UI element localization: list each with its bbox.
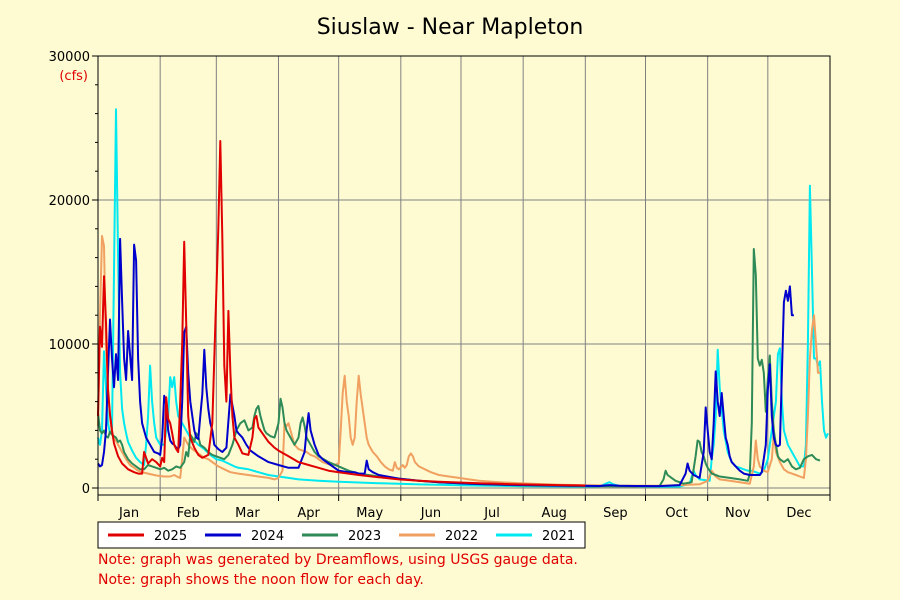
x-tick-label: Apr xyxy=(297,506,320,521)
y-tick-label: 20000 xyxy=(49,194,90,209)
y-tick-label: 0 xyxy=(82,482,90,497)
legend-label-2024: 2024 xyxy=(251,529,284,544)
y-tick-label: 10000 xyxy=(49,338,90,353)
plot-border xyxy=(97,55,831,496)
series-line-2021 xyxy=(97,108,829,488)
chart-title: Siuslaw - Near Mapleton xyxy=(317,15,584,40)
x-tick-label: Jan xyxy=(118,506,139,521)
x-tick-label: Aug xyxy=(542,506,567,521)
y-unit-label: (cfs) xyxy=(59,69,88,84)
x-tick-label: Jun xyxy=(420,506,441,521)
x-tick-label: Jul xyxy=(483,506,500,521)
legend-label-2021: 2021 xyxy=(542,529,575,544)
plot-area xyxy=(98,56,830,495)
x-tick-label: Feb xyxy=(177,506,200,521)
series-layer xyxy=(97,108,829,488)
x-tick-label: May xyxy=(356,506,383,521)
note-noon-flow: Note: graph shows the noon flow for each… xyxy=(98,572,424,588)
legend-label-2022: 2022 xyxy=(445,529,478,544)
series-line-2025 xyxy=(97,140,586,487)
series-line-2024 xyxy=(97,237,794,488)
x-axis: Jan Feb Mar Apr May Jun Jul Aug Sep Oct Nov Dec xyxy=(97,495,831,521)
series-line-2022 xyxy=(97,235,820,487)
x-tick-label: Sep xyxy=(603,506,628,521)
legend-label-2025: 2025 xyxy=(154,529,187,544)
x-tick-label: Oct xyxy=(665,506,687,521)
y-axis: 0 10000 20000 30000 xyxy=(49,50,98,497)
x-tick-label: Dec xyxy=(786,506,811,521)
y-tick-label: 30000 xyxy=(49,50,90,65)
x-tick-label: Nov xyxy=(725,506,751,521)
note-generated-by: Note: graph was generated by Dreamflows,… xyxy=(98,552,578,568)
legend-label-2023: 2023 xyxy=(348,529,381,544)
x-tick-label: Mar xyxy=(235,506,260,521)
legend: 2025 2024 2023 2022 2021 xyxy=(97,521,586,549)
